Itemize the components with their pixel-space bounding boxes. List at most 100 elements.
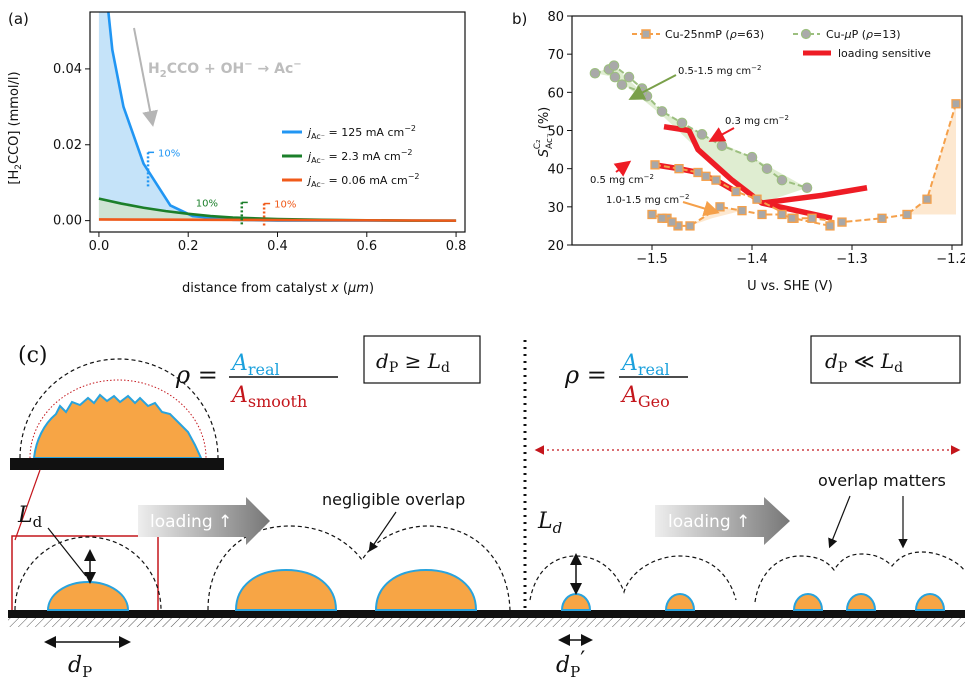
inset-diffusion-boundary — [19, 358, 219, 459]
point-cu25-0-1 — [674, 164, 684, 174]
envelope-2 — [690, 206, 742, 226]
point-cu25-1-4 — [737, 205, 747, 216]
panel-b-ytick-label-0: 20 — [547, 239, 564, 254]
right-rho-numerator: Areal — [620, 351, 670, 379]
loading-label-left: loading ↑ — [150, 512, 232, 532]
series-fill-0 — [98, 12, 457, 221]
panel-c-label: (c) — [18, 343, 48, 368]
point-cu25-1-3 — [715, 202, 725, 212]
marker-10pct-label-2: 10% — [274, 200, 296, 211]
ld-label-left: Ld — [17, 503, 43, 531]
particle-small-5 — [914, 593, 946, 611]
panel-a-chart: (a) 10% 10% 10% 0.0 0.2 0.4 0.6 0.8 0.00 0.02 0.04… — [7, 10, 467, 296]
substrate-hatch — [8, 618, 965, 627]
point-cump-0-2 — [608, 60, 620, 71]
panel-b-ytick-label-4: 60 — [547, 86, 564, 101]
point-cu25-0-3 — [701, 171, 711, 181]
panel-b-ytick-label-6: 80 — [547, 10, 564, 25]
panel-a-annotation-arrow — [133, 27, 158, 127]
panel-c-schematic: (c) ρ = Areal Asmooth dP ≥ Ld ρ = Areal … — [8, 335, 965, 680]
point-cu25-1-9 — [837, 217, 847, 227]
dp-label-left: dP — [68, 653, 92, 680]
inset-rough-particle — [32, 393, 203, 459]
left-rho-denominator: Asmooth — [230, 383, 307, 411]
left-rho-lhs: ρ = — [175, 361, 218, 389]
point-cump-0-8 — [696, 129, 708, 140]
inset-substrate — [10, 458, 224, 470]
panel-a-xlabel: distance from catalyst x (μm) — [182, 281, 374, 296]
dp-label-right: dP′ — [556, 648, 585, 680]
point-cump-0-9 — [716, 140, 728, 152]
panel-a-ytick-label-2: 0.04 — [53, 62, 82, 77]
point-cump-0-6 — [656, 106, 668, 117]
right-rho-formula: ρ = Areal AGeo — [564, 351, 688, 411]
point-cu25-0-5 — [731, 186, 741, 197]
point-cu25-0-0 — [650, 160, 660, 170]
point-cump-0-3 — [623, 71, 635, 83]
right-particles: Ld dP′ overlap matters — [529, 471, 965, 680]
panel-a-plot-area: 10% 10% 10% 0.0 0.2 0.4 0.6 0.8 0.00 0.02 0.04 — [53, 11, 467, 254]
panel-a-ytick-label-0: 0.00 — [53, 214, 82, 229]
panel-a-legend: jAc⁻ = 125 mA cm−2 jAc⁻ = 2.3 mA cm−2 jA… — [282, 124, 420, 189]
right-rho-denominator: AGeo — [620, 383, 670, 411]
annotation-1-0-1-5: 1.0-1.5 mg cm−2 — [606, 193, 689, 206]
legend-label-loading: loading sensitive — [838, 47, 931, 60]
point-cu25-1-5 — [757, 209, 767, 220]
particle-small-1 — [560, 593, 592, 611]
point-cu25-1-13 — [951, 99, 961, 109]
particles-2-3-diffusion-boundary — [207, 525, 511, 611]
right-cluster-boundary — [754, 551, 965, 603]
panel-a-series-group — [98, 12, 457, 222]
annotation-0-5-1-5-arrow — [628, 74, 677, 100]
panel-b-xtick-label-0: −1.5 — [636, 252, 668, 267]
right-left-boundaries — [529, 555, 737, 601]
point-cu25-1-7 — [787, 213, 797, 223]
panel-a-xtick-label-3: 0.6 — [356, 239, 377, 254]
panel-a-ytick-label-1: 0.02 — [53, 138, 82, 153]
point-cump-0-7 — [676, 117, 688, 129]
inset-zoom-line — [14, 469, 41, 541]
annotation-0-5: 0.5 mg cm−2 — [590, 173, 654, 186]
panel-b-ylabel: SAc⁻C₂ (%) — [533, 107, 555, 158]
panel-b-ytick-label-5: 70 — [547, 48, 564, 63]
annotation-1-0-1-5-arrow — [682, 200, 720, 217]
panel-a-xtick-label-4: 0.8 — [446, 239, 467, 254]
legend-marker-cu25 — [641, 29, 651, 39]
left-rho-formula: ρ = Areal Asmooth — [175, 351, 338, 411]
panel-a-xtick-label-1: 0.2 — [178, 239, 199, 254]
panel-a-xtick-label-0: 0.0 — [89, 239, 110, 254]
point-cu25-2-0 — [647, 209, 657, 220]
particle-1-diffusion-boundary — [14, 536, 162, 611]
loading-arrow-left: loading ↑ — [138, 497, 270, 545]
point-cump-1-1 — [616, 79, 628, 90]
series-0-segment-1 — [666, 103, 957, 227]
point-cu25-2-2 — [667, 217, 677, 227]
loading-arrow-left-shape — [138, 497, 270, 545]
panel-b-ytick-label-1: 30 — [547, 201, 564, 216]
panel-a-reaction-annotation: H2CCO + OH− → Ac− — [148, 59, 302, 80]
point-cu25-1-8 — [807, 213, 817, 223]
overlap-matters-label: overlap matters — [818, 471, 946, 490]
annotation-0-3-arrow — [708, 127, 735, 142]
legend-label-cump: Cu-μP (ρ=13) — [826, 28, 901, 41]
point-cu25-0-2 — [693, 167, 703, 178]
point-cu25-1-12 — [922, 194, 932, 204]
loading-label-right: loading ↑ — [668, 512, 750, 532]
point-cump-1-0 — [609, 71, 621, 83]
legend-label-2-3: jAc⁻ = 2.3 mA cm−2 — [306, 148, 413, 165]
negligible-overlap-label: negligible overlap — [322, 490, 465, 509]
right-rho-lhs: ρ = — [564, 361, 607, 389]
panel-b-ytick-label-3: 50 — [547, 125, 564, 140]
annotation-0-5-1-5: 0.5-1.5 mg cm−2 — [678, 64, 761, 77]
left-condition-box — [363, 335, 481, 384]
panel-b-xtick-label-3: −1.2 — [936, 252, 965, 267]
left-condition-text: dP ≥ Ld — [376, 349, 450, 376]
inset-smooth-outline — [29, 379, 207, 459]
panel-b-plot-area: −1.5 −1.4 −1.3 −1.2 20 30 40 50 60 70 80 — [547, 10, 965, 267]
substrate-bar — [8, 610, 965, 618]
point-cu25-0-6 — [752, 194, 762, 204]
legend-label-cu25: Cu-25nmP (ρ=63) — [665, 28, 764, 41]
envelope-1 — [907, 103, 956, 215]
overlap-pointer-1 — [828, 495, 851, 549]
point-cu25-1-11 — [902, 209, 912, 220]
